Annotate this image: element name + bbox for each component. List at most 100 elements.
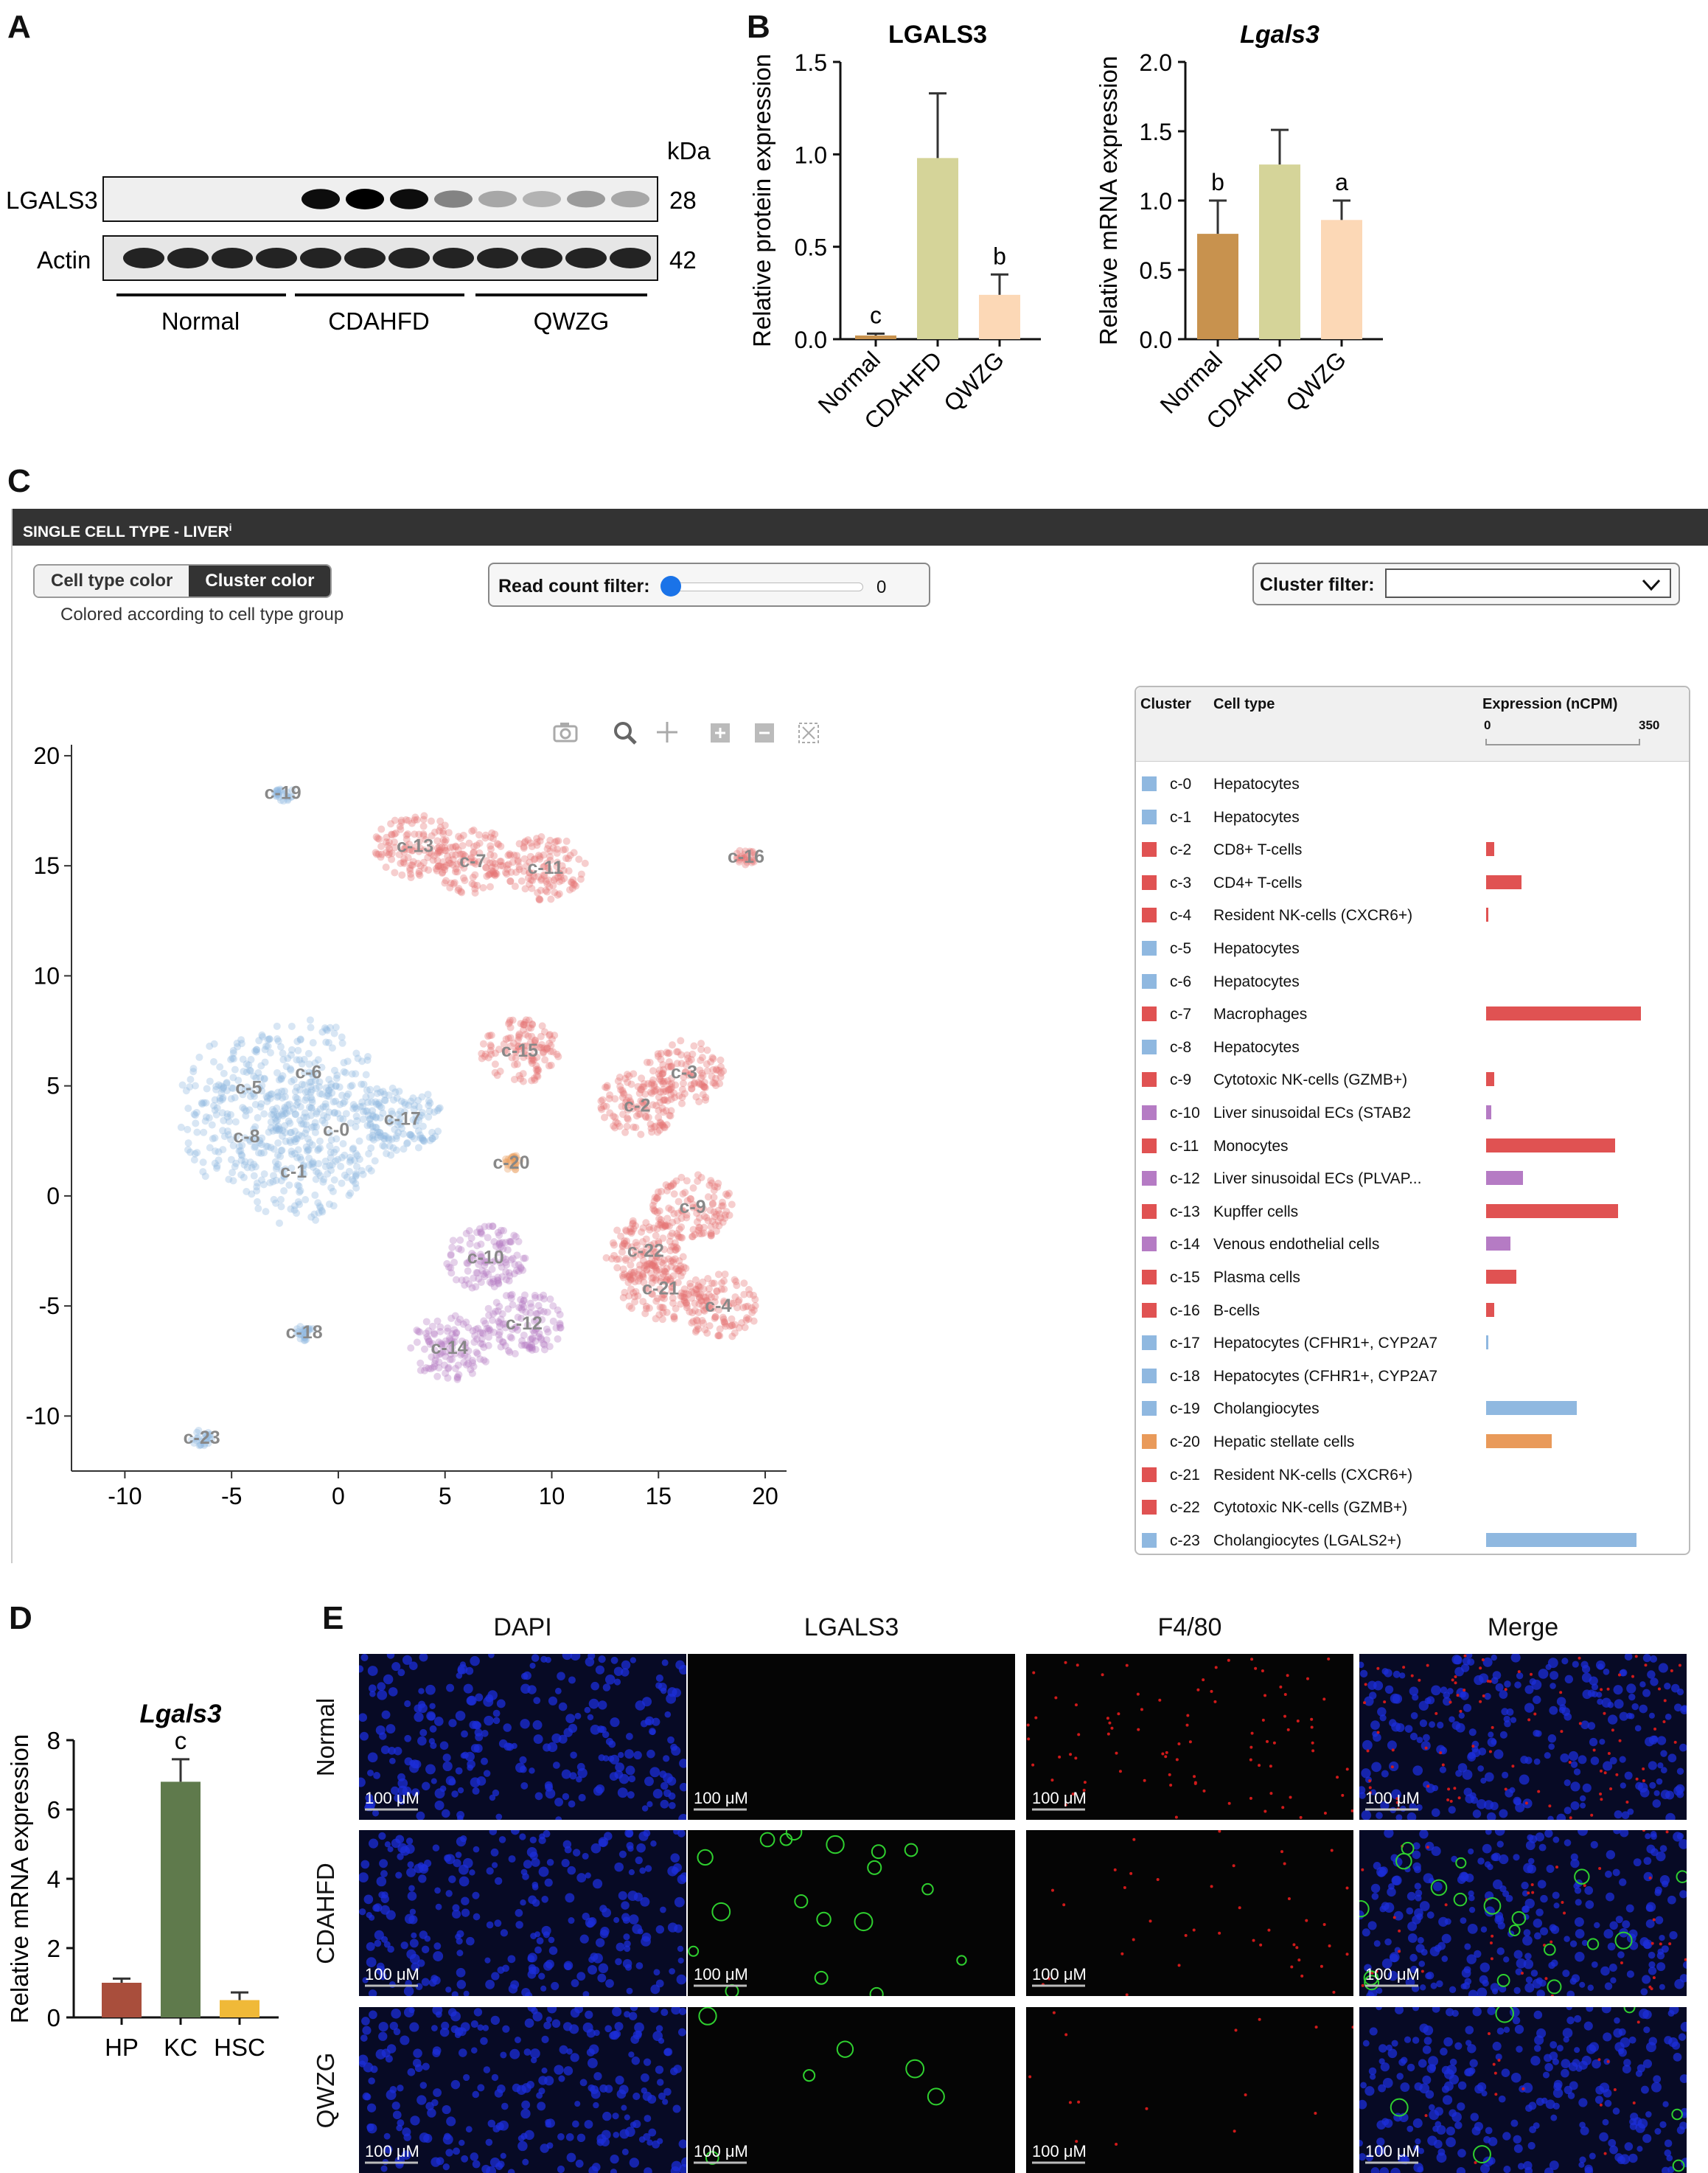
zoom-in-icon[interactable] xyxy=(711,723,730,743)
cell-point xyxy=(677,1060,686,1068)
cell-point xyxy=(547,895,555,903)
cluster-row-c-3[interactable]: c-3 CD4+ T-cells xyxy=(1136,866,1689,899)
cluster-id: c-23 xyxy=(1170,1531,1200,1549)
read-count-slider-handle[interactable] xyxy=(660,576,681,597)
cell-point xyxy=(672,1246,680,1254)
cell-point xyxy=(675,1233,683,1241)
cluster-row-c-1[interactable]: c-1 Hepatocytes xyxy=(1136,800,1689,833)
band-lgals3 xyxy=(301,189,340,209)
cell-point xyxy=(500,1040,508,1048)
cell-point xyxy=(526,858,534,866)
cell-point xyxy=(507,1154,515,1162)
cell-point xyxy=(285,1181,293,1189)
cluster-row-c-14[interactable]: c-14 Venous endothelial cells xyxy=(1136,1227,1689,1260)
cluster-row-c-21[interactable]: c-21 Resident NK-cells (CXCR6+) xyxy=(1136,1458,1689,1491)
cluster-swatch xyxy=(1142,1006,1157,1022)
reset-axes-icon[interactable] xyxy=(798,723,819,743)
single-cell-panel: SINGLE CELL TYPE - LIVERi Cell type colo… xyxy=(11,509,1708,1563)
cell-point xyxy=(326,1142,334,1150)
cluster-row-c-23[interactable]: c-23 Cholangiocytes (LGALS2+) xyxy=(1136,1523,1689,1557)
cell-point xyxy=(728,1321,736,1329)
cell-point xyxy=(263,1094,271,1102)
toggle-cell-type-color[interactable]: Cell type color xyxy=(35,566,189,597)
cell-point xyxy=(512,1152,520,1160)
cell-point xyxy=(272,1126,280,1134)
cell-point xyxy=(672,1048,680,1056)
cell-point xyxy=(359,1108,367,1116)
cluster-filter-select[interactable] xyxy=(1385,569,1671,598)
cluster-row-c-22[interactable]: c-22 Cytotoxic NK-cells (GZMB+) xyxy=(1136,1490,1689,1523)
cell-point xyxy=(614,1077,622,1085)
cell-point xyxy=(462,1276,470,1284)
cell-point xyxy=(417,1111,425,1119)
pan-icon[interactable] xyxy=(657,722,677,743)
cell-point xyxy=(738,1319,746,1327)
cell-point xyxy=(416,844,425,852)
cluster-label-c-22: c-22 xyxy=(627,1241,664,1262)
zoom-out-icon[interactable] xyxy=(755,723,774,743)
cluster-row-c-5[interactable]: c-5 Hepatocytes xyxy=(1136,931,1689,964)
cell-point xyxy=(667,1095,675,1103)
cell-point xyxy=(447,1251,455,1259)
cell-point xyxy=(352,1180,360,1188)
cell-point xyxy=(488,829,496,837)
cluster-row-c-9[interactable]: c-9 Cytotoxic NK-cells (GZMB+) xyxy=(1136,1063,1689,1096)
info-mark[interactable]: i xyxy=(229,521,232,533)
cell-point xyxy=(419,858,428,866)
cell-point xyxy=(687,1056,695,1064)
cluster-row-c-19[interactable]: c-19 Cholangiocytes xyxy=(1136,1391,1689,1425)
cell-point xyxy=(669,1179,677,1187)
cell-point xyxy=(659,1234,667,1242)
cluster-row-c-12[interactable]: c-12 Liver sinusoidal ECs (PLVAP... xyxy=(1136,1161,1689,1195)
cell-point xyxy=(267,1124,275,1132)
cell-type: Venous endothelial cells xyxy=(1213,1236,1380,1254)
cell-point xyxy=(298,1080,306,1088)
cell-point xyxy=(206,1077,214,1085)
cluster-row-c-7[interactable]: c-7 Macrophages xyxy=(1136,997,1689,1030)
cell-point xyxy=(536,895,544,903)
cell-point xyxy=(338,1039,346,1047)
toggle-cluster-color[interactable]: Cluster color xyxy=(189,566,331,597)
cell-point xyxy=(252,1048,260,1056)
cluster-row-c-6[interactable]: c-6 Hepatocytes xyxy=(1136,964,1689,998)
cluster-row-c-2[interactable]: c-2 CD8+ T-cells xyxy=(1136,832,1689,866)
cluster-row-c-16[interactable]: c-16 B-cells xyxy=(1136,1293,1689,1327)
cluster-row-c-0[interactable]: c-0 Hepatocytes xyxy=(1136,767,1689,800)
cell-point xyxy=(603,1082,611,1090)
cell-point xyxy=(293,1056,301,1064)
cell-point xyxy=(402,831,411,839)
camera-icon[interactable] xyxy=(553,723,578,743)
cluster-row-c-4[interactable]: c-4 Resident NK-cells (CXCR6+) xyxy=(1136,898,1689,931)
cell-point xyxy=(439,836,447,844)
cell-point xyxy=(418,1108,426,1116)
cell-point xyxy=(686,1195,694,1203)
zoom-icon[interactable] xyxy=(614,722,637,745)
cell-point xyxy=(660,1096,668,1105)
color-mode-toggle[interactable]: Cell type color Cluster color xyxy=(33,564,332,598)
cell-point xyxy=(311,1059,319,1067)
cluster-row-c-10[interactable]: c-10 Liver sinusoidal ECs (STAB2 xyxy=(1136,1096,1689,1129)
cell-point xyxy=(195,1053,203,1061)
cluster-row-c-20[interactable]: c-20 Hepatic stellate cells xyxy=(1136,1425,1689,1458)
cell-point xyxy=(411,1117,419,1125)
cluster-row-c-15[interactable]: c-15 Plasma cells xyxy=(1136,1260,1689,1293)
cluster-row-c-11[interactable]: c-11 Monocytes xyxy=(1136,1129,1689,1162)
cell-point xyxy=(527,1303,535,1311)
cell-point xyxy=(219,1146,227,1154)
cell-point xyxy=(452,843,460,851)
cell-point xyxy=(562,837,571,845)
cluster-row-c-17[interactable]: c-17 Hepatocytes (CFHR1+, CYP2A7 xyxy=(1136,1326,1689,1359)
cell-point xyxy=(229,1046,237,1054)
cluster-row-c-18[interactable]: c-18 Hepatocytes (CFHR1+, CYP2A7 xyxy=(1136,1359,1689,1392)
cell-point xyxy=(667,1262,675,1270)
y-axis-label: Relative protein expression xyxy=(748,54,775,347)
cell-point xyxy=(308,1160,316,1168)
cell-point xyxy=(428,1135,436,1143)
cell-point xyxy=(656,1303,664,1311)
cluster-row-c-8[interactable]: c-8 Hepatocytes xyxy=(1136,1030,1689,1063)
cluster-row-c-13[interactable]: c-13 Kupffer cells xyxy=(1136,1195,1689,1228)
bar-normal xyxy=(1197,234,1238,339)
read-count-track[interactable] xyxy=(666,583,863,591)
cell-point xyxy=(273,786,282,794)
cell-point xyxy=(305,1060,313,1068)
